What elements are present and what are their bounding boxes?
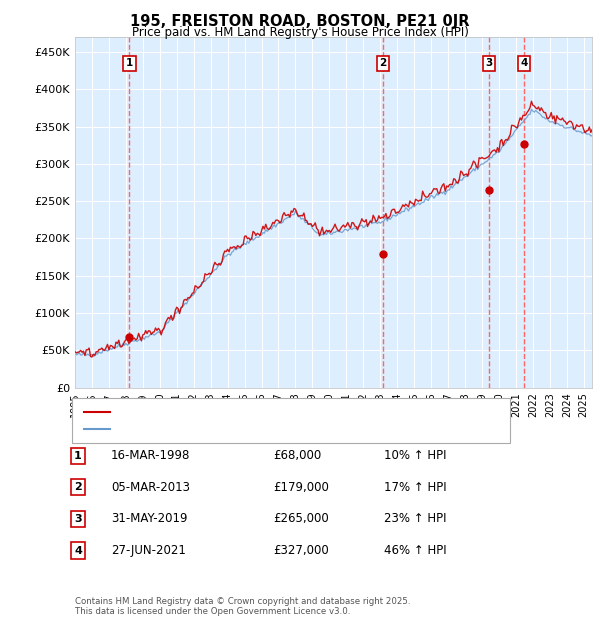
Text: £327,000: £327,000 xyxy=(273,544,329,557)
Text: 1: 1 xyxy=(74,451,82,461)
Text: 05-MAR-2013: 05-MAR-2013 xyxy=(111,481,190,494)
Text: HPI: Average price, detached house, Boston: HPI: Average price, detached house, Bost… xyxy=(116,424,345,434)
Text: 2: 2 xyxy=(379,58,387,68)
Text: 4: 4 xyxy=(521,58,528,68)
Text: 195, FREISTON ROAD, BOSTON, PE21 0JR (detached house): 195, FREISTON ROAD, BOSTON, PE21 0JR (de… xyxy=(116,407,425,417)
Text: 3: 3 xyxy=(74,514,82,524)
Text: This data is licensed under the Open Government Licence v3.0.: This data is licensed under the Open Gov… xyxy=(75,606,350,616)
Text: 3: 3 xyxy=(485,58,493,68)
Text: £68,000: £68,000 xyxy=(273,450,321,462)
Text: 17% ↑ HPI: 17% ↑ HPI xyxy=(384,481,446,494)
Text: 1: 1 xyxy=(126,58,133,68)
Text: 16-MAR-1998: 16-MAR-1998 xyxy=(111,450,190,462)
Text: £179,000: £179,000 xyxy=(273,481,329,494)
Text: 31-MAY-2019: 31-MAY-2019 xyxy=(111,513,187,525)
Text: 2: 2 xyxy=(74,482,82,492)
Text: 195, FREISTON ROAD, BOSTON, PE21 0JR: 195, FREISTON ROAD, BOSTON, PE21 0JR xyxy=(130,14,470,29)
Text: £265,000: £265,000 xyxy=(273,513,329,525)
Text: 46% ↑ HPI: 46% ↑ HPI xyxy=(384,544,446,557)
Text: Price paid vs. HM Land Registry's House Price Index (HPI): Price paid vs. HM Land Registry's House … xyxy=(131,26,469,39)
Text: 10% ↑ HPI: 10% ↑ HPI xyxy=(384,450,446,462)
Text: 4: 4 xyxy=(74,546,82,556)
Text: 27-JUN-2021: 27-JUN-2021 xyxy=(111,544,186,557)
Text: 23% ↑ HPI: 23% ↑ HPI xyxy=(384,513,446,525)
Text: Contains HM Land Registry data © Crown copyright and database right 2025.: Contains HM Land Registry data © Crown c… xyxy=(75,597,410,606)
